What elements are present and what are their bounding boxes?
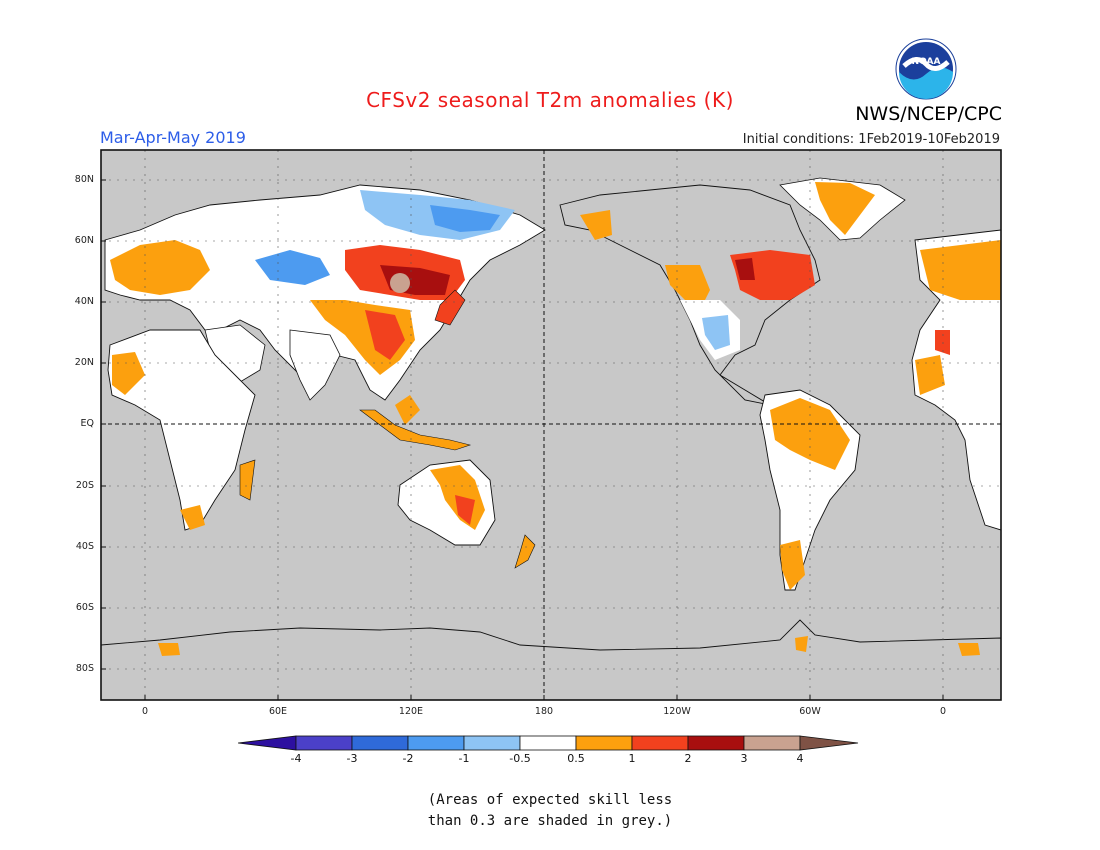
colorbar-tick-label: 3 <box>740 752 748 765</box>
lon-label: 120W <box>663 706 691 717</box>
skill-note: (Areas of expected skill less than 0.3 a… <box>0 790 1100 832</box>
colorbar-swatch <box>519 735 577 751</box>
colorbar-swatch <box>687 735 745 751</box>
colorbar-tick-label: 2 <box>684 752 692 765</box>
graticule <box>101 150 1001 700</box>
colorbar-tick-label: 0.5 <box>567 752 585 765</box>
colorbar-swatch <box>407 735 465 751</box>
colorbar-tick-label: -4 <box>290 752 302 765</box>
lat-label: 60S <box>75 602 94 613</box>
lat-label: EQ <box>80 418 94 429</box>
note-line-1: (Areas of expected skill less <box>427 792 673 808</box>
colorbar-swatch <box>743 735 801 751</box>
initial-conditions-label: Initial conditions: 1Feb2019-10Feb2019 <box>742 132 1000 147</box>
colorbar-labels: -4 -3 -2 -1 -0.5 0.5 1 2 3 4 <box>0 752 1100 768</box>
lat-label: 40N <box>74 296 94 307</box>
map-frame <box>100 149 1002 701</box>
colorbar-tick-label: -2 <box>402 752 414 765</box>
lon-label: 60W <box>799 706 821 717</box>
lon-label: 60E <box>268 706 288 717</box>
lon-label: 0 <box>141 706 149 717</box>
note-line-2: than 0.3 are shaded in grey.) <box>427 813 673 829</box>
colorbar-tick-label: -3 <box>346 752 358 765</box>
lon-label: 120E <box>398 706 424 717</box>
season-label: Mar-Apr-May 2019 <box>100 128 246 147</box>
lat-label: 80N <box>74 174 94 185</box>
anomaly-layer <box>101 177 1001 700</box>
lat-label: 40S <box>75 541 94 552</box>
colorbar-tick-label: 1 <box>628 752 636 765</box>
chart-title: CFSv2 seasonal T2m anomalies (K) <box>366 88 734 112</box>
colorbar-max-arrow <box>799 735 859 751</box>
colorbar-swatch <box>295 735 353 751</box>
lon-label: 180 <box>534 706 554 717</box>
colorbar-min-arrow <box>238 735 297 751</box>
noaa-logo: NOAA <box>895 38 957 100</box>
colorbar <box>238 735 859 751</box>
colorbar-swatch <box>351 735 409 751</box>
lat-label: 20S <box>75 480 94 491</box>
colorbar-swatch <box>463 735 521 751</box>
lat-label: 20N <box>74 357 94 368</box>
lat-label: 60N <box>74 235 94 246</box>
colorbar-tick-label: -0.5 <box>509 752 531 765</box>
lat-label: 80S <box>75 663 94 674</box>
colorbar-swatch <box>631 735 689 751</box>
colorbar-tick-label: 4 <box>796 752 804 765</box>
colorbar-swatch <box>575 735 633 751</box>
colorbar-tick-label: -1 <box>458 752 470 765</box>
logo-text: NOAA <box>912 57 941 67</box>
organization-label: NWS/NCEP/CPC <box>855 103 1002 125</box>
lon-label: 0 <box>939 706 947 717</box>
